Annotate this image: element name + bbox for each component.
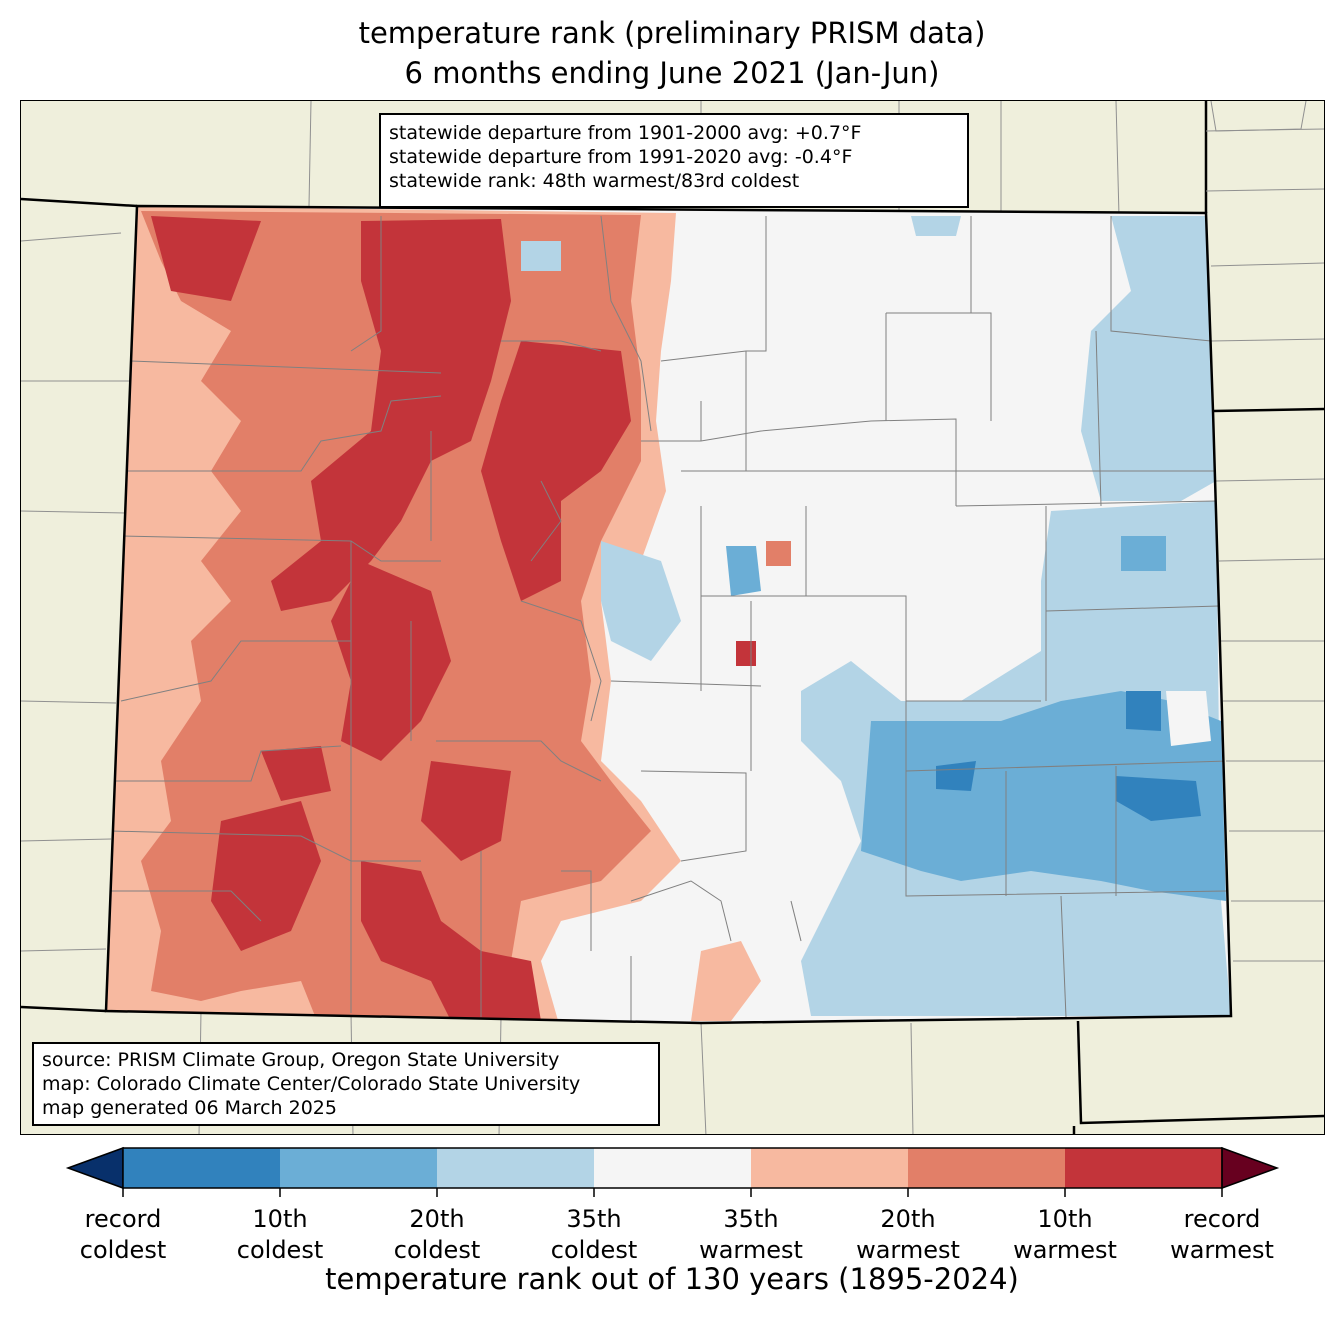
colorbar-segment-5 <box>751 1148 908 1188</box>
tick-label-bottom: warmest <box>699 1236 803 1264</box>
tick-label-bottom: coldest <box>236 1236 324 1264</box>
stats-line-1: statewide departure from 1901-2000 avg: … <box>389 122 862 144</box>
tick-label-bottom: coldest <box>393 1236 481 1264</box>
colorbar-segment-7 <box>1065 1148 1222 1188</box>
colorbar-tick-label: record warmest <box>1147 1204 1297 1266</box>
colorbar-segment-2 <box>280 1148 437 1188</box>
map-panel: statewide departure from 1901-2000 avg: … <box>20 100 1325 1135</box>
colorbar-extend-high <box>1221 1146 1280 1190</box>
tick-label-bottom: coldest <box>79 1236 167 1264</box>
colorbar-tick-label: 35th coldest <box>519 1204 669 1266</box>
map-title-line2: 6 months ending June 2021 (Jan-Jun) <box>404 56 940 90</box>
tick-label-bottom: warmest <box>856 1236 960 1264</box>
colorbar-segment-3 <box>437 1148 594 1188</box>
colorbar-tick-label: 20th warmest <box>833 1204 983 1266</box>
colorado-state-border <box>104 204 1233 1025</box>
stats-line-3: statewide rank: 48th warmest/83rd coldes… <box>389 170 800 192</box>
colorado-map <box>21 101 1324 1134</box>
tick-label-bottom: coldest <box>550 1236 638 1264</box>
source-line-3: map generated 06 March 2025 <box>42 1097 337 1119</box>
tick-label-top: 10th <box>1037 1205 1093 1233</box>
colorbar-segment-4 <box>594 1148 751 1188</box>
colorbar-tick-label: 10th warmest <box>990 1204 1140 1266</box>
colorbar-segment-1 <box>123 1148 280 1188</box>
colorbar-tick-label: record coldest <box>48 1204 198 1266</box>
tick-label-top: 35th <box>566 1205 622 1233</box>
map-title-line1: temperature rank (preliminary PRISM data… <box>358 16 986 50</box>
source-line-2: map: Colorado Climate Center/Colorado St… <box>42 1073 581 1095</box>
source-line-1: source: PRISM Climate Group, Oregon Stat… <box>42 1049 560 1071</box>
tick-label-top: record <box>1183 1205 1261 1233</box>
colorbar-tick-label: 20th coldest <box>362 1204 512 1266</box>
statewide-stats-box: statewide departure from 1901-2000 avg: … <box>379 113 969 208</box>
tick-label-top: record <box>84 1205 162 1233</box>
colorbar-ticks <box>122 1188 1223 1197</box>
colorbar <box>65 1146 1280 1197</box>
tick-label-top: 20th <box>409 1205 465 1233</box>
tick-label-bottom: warmest <box>1013 1236 1117 1264</box>
tick-label-top: 35th <box>723 1205 779 1233</box>
source-box: source: PRISM Climate Group, Oregon Stat… <box>32 1042 660 1126</box>
colorbar-segment-6 <box>908 1148 1065 1188</box>
colorbar-title: temperature rank out of 130 years (1895-… <box>325 1262 1019 1296</box>
tick-label-top: 20th <box>880 1205 936 1233</box>
colorbar-tick-label: 35th warmest <box>676 1204 826 1266</box>
county-lines <box>106 215 1227 1021</box>
temperature-rank-field <box>106 206 1231 1023</box>
stats-line-2: statewide departure from 1991-2020 avg: … <box>389 146 853 168</box>
colorbar-extend-low <box>65 1146 124 1190</box>
tick-label-top: 10th <box>252 1205 308 1233</box>
tick-label-bottom: warmest <box>1170 1236 1274 1264</box>
neighbor-state-borders <box>21 101 1324 1134</box>
colorbar-tick-label: 10th coldest <box>205 1204 355 1266</box>
